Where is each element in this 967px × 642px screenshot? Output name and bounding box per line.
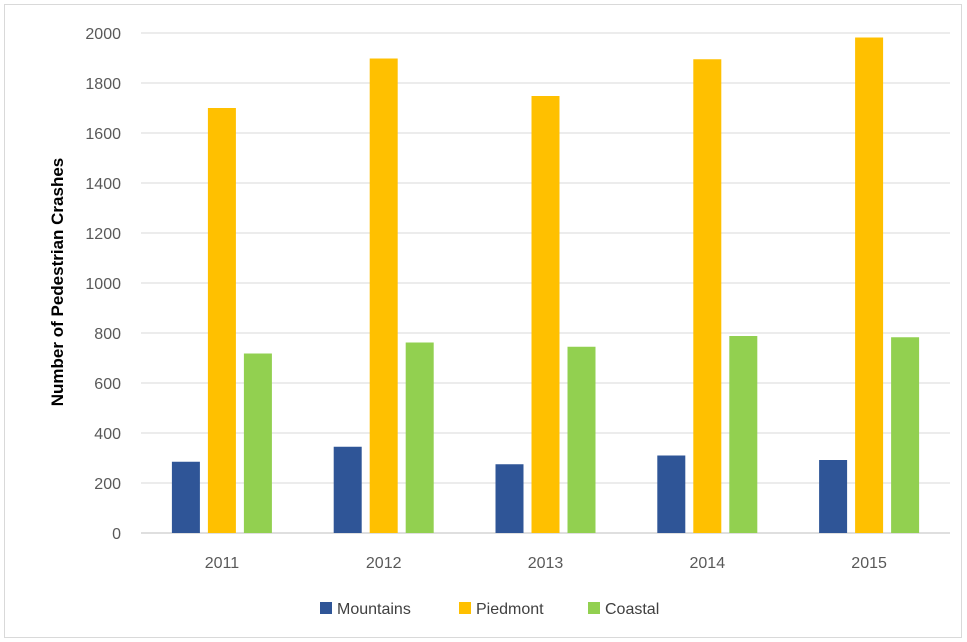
chart-frame [4,4,962,638]
bar-coastal-2015 [891,337,920,533]
y-tick-label: 600 [94,376,121,393]
y-tick-label: 400 [94,426,121,443]
y-axis-ticks: 0 200 400 600 800 1000 1200 1400 1600 1800 2000 [85,26,121,543]
x-tick-label: 2015 [851,555,887,572]
bar-mountains-2011 [171,461,200,533]
bar-piedmont-2011 [207,108,236,533]
legend: Mountains Piedmont Coastal [320,601,659,618]
bar-piedmont-2015 [855,37,884,533]
bar-coastal-2012 [405,342,434,533]
y-tick-label: 200 [94,476,121,493]
y-tick-label: 1400 [85,176,121,193]
x-tick-label: 2013 [528,555,564,572]
y-tick-label: 800 [94,326,121,343]
x-axis-ticks: 2011 2012 2013 2014 2015 [205,555,887,572]
bar-coastal-2013 [567,346,596,533]
bar-coastal-2011 [243,353,272,533]
bar-coastal-2014 [729,336,758,533]
bar-mountains-2015 [819,460,848,533]
bars [171,37,920,533]
bar-piedmont-2014 [693,59,722,533]
legend-label-coastal: Coastal [605,601,659,618]
y-tick-label: 0 [112,526,121,543]
y-tick-label: 1800 [85,76,121,93]
legend-swatch-coastal [588,602,600,614]
x-tick-label: 2012 [366,555,402,572]
x-tick-label: 2014 [690,555,726,572]
bar-mountains-2014 [657,455,686,533]
bar-mountains-2012 [333,446,362,533]
legend-swatch-mountains [320,602,332,614]
y-tick-label: 1200 [85,226,121,243]
legend-label-piedmont: Piedmont [476,601,544,618]
legend-swatch-piedmont [459,602,471,614]
bar-piedmont-2012 [369,58,398,533]
legend-label-mountains: Mountains [337,601,411,618]
y-tick-label: 1600 [85,126,121,143]
bar-mountains-2013 [495,464,524,533]
y-axis-title: Number of Pedestrian Crashes [48,158,67,406]
bar-piedmont-2013 [531,96,560,533]
y-tick-label: 2000 [85,26,121,43]
y-tick-label: 1000 [85,276,121,293]
x-tick-label: 2011 [205,555,240,572]
